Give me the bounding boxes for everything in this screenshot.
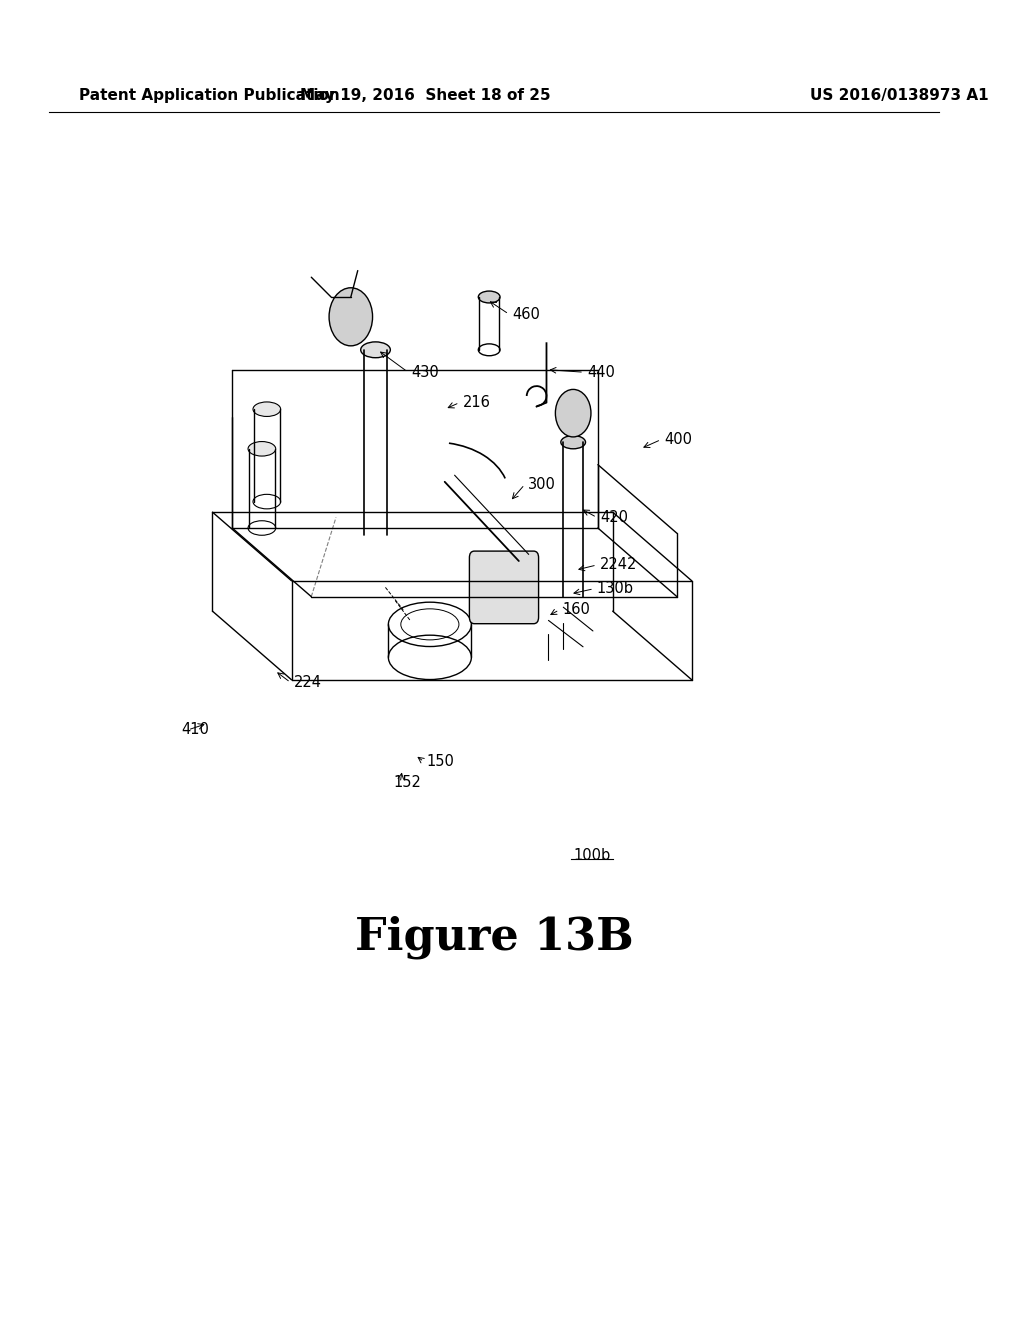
Text: 160: 160 (562, 602, 590, 618)
Text: 152: 152 (393, 775, 421, 791)
Text: 150: 150 (427, 754, 455, 770)
Text: 100b: 100b (573, 847, 610, 863)
Text: 440: 440 (587, 364, 614, 380)
Ellipse shape (248, 441, 275, 457)
Text: 460: 460 (512, 306, 540, 322)
Ellipse shape (253, 401, 281, 417)
Text: 420: 420 (600, 510, 628, 525)
FancyBboxPatch shape (469, 550, 539, 623)
Circle shape (555, 389, 591, 437)
Text: May 19, 2016  Sheet 18 of 25: May 19, 2016 Sheet 18 of 25 (300, 87, 550, 103)
Text: 216: 216 (463, 395, 490, 411)
Text: 2242: 2242 (600, 557, 637, 573)
Text: 300: 300 (527, 477, 556, 492)
Ellipse shape (561, 436, 586, 449)
Text: 224: 224 (294, 675, 322, 690)
Circle shape (329, 288, 373, 346)
Ellipse shape (360, 342, 390, 358)
Text: 400: 400 (665, 432, 692, 447)
Text: 130b: 130b (597, 581, 634, 597)
Text: Figure 13B: Figure 13B (354, 916, 634, 958)
Ellipse shape (478, 290, 500, 304)
Text: 430: 430 (411, 364, 439, 380)
Text: Patent Application Publication: Patent Application Publication (79, 87, 340, 103)
Text: 410: 410 (181, 722, 209, 738)
Text: US 2016/0138973 A1: US 2016/0138973 A1 (810, 87, 989, 103)
